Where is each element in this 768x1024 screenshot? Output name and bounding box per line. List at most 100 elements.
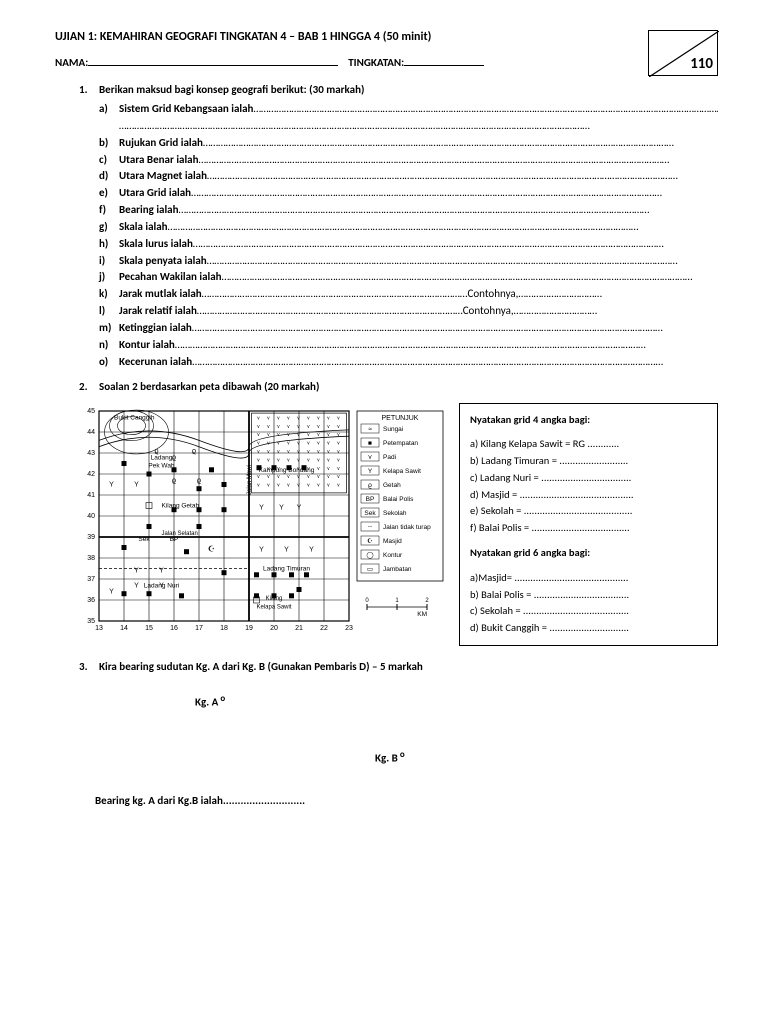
- item-letter: e): [99, 186, 119, 201]
- svg-text:Kontur: Kontur: [383, 552, 403, 559]
- svg-text:⋎: ⋎: [337, 474, 341, 480]
- svg-text:⋎: ⋎: [337, 440, 341, 446]
- grid6-item[interactable]: d) Bukit Canggih = .....................…: [470, 620, 707, 637]
- svg-text:Y: Y: [279, 504, 284, 511]
- answer-line[interactable]: ……………………………………………………………………………………………Conto…: [202, 287, 718, 302]
- svg-text:Y: Y: [134, 481, 139, 488]
- grid4-item[interactable]: a) Kilang Kelapa Sawit = RG ............: [470, 436, 707, 453]
- point-b: Kg. B o: [375, 749, 718, 765]
- item-letter: g): [99, 220, 119, 235]
- grid6-item[interactable]: b) Balai Polis = .......................…: [470, 587, 707, 604]
- svg-text:Ladang: Ladang: [151, 454, 173, 461]
- svg-text:≈: ≈: [368, 426, 372, 433]
- svg-text:⋎: ⋎: [297, 457, 301, 463]
- svg-text:Jalan Mawi: Jalan Mawi: [247, 464, 253, 494]
- item-text: Pecahan Wakilan ialah: [119, 270, 222, 285]
- item-text: Utara Grid ialah: [119, 186, 191, 201]
- svg-text:⋎: ⋎: [337, 432, 341, 438]
- svg-text:⋎: ⋎: [317, 432, 321, 438]
- answer-line[interactable]: ……………………………………………………………………………………………………………: [222, 270, 718, 285]
- answer-line[interactable]: ……………………………………………………………………………………………………………: [192, 355, 718, 370]
- answer-line[interactable]: ……………………………………………………………………………………………………………: [119, 119, 718, 134]
- q3-answer-line[interactable]: Bearing kg. A dari Kg.B ialah...........…: [95, 794, 718, 807]
- svg-text:ϱ: ϱ: [368, 482, 372, 489]
- q1-item: f)Bearing ialah …………………………………………………………………: [99, 203, 718, 218]
- svg-text:Kelapa Sawit: Kelapa Sawit: [383, 468, 421, 475]
- svg-text:⋎: ⋎: [327, 457, 331, 463]
- svg-text:⋎: ⋎: [307, 432, 311, 438]
- q1-item: i)Skala penyata ialah …………………………………………………: [99, 254, 718, 269]
- answer-line[interactable]: ……………………………………………………………………………………………………………: [207, 169, 718, 184]
- svg-text:⋎: ⋎: [257, 474, 261, 480]
- answer-line[interactable]: ……………………………………………………………………………………………………………: [175, 338, 718, 353]
- question-3: 3. Kira bearing sudutan Kg. A dari Kg. B…: [79, 660, 718, 673]
- svg-text:36: 36: [87, 597, 95, 604]
- grid6-item[interactable]: a)Masjid= ..............................…: [470, 570, 707, 587]
- grid4-item[interactable]: f) Balai Polis = .......................…: [470, 520, 707, 537]
- svg-text:23: 23: [345, 625, 353, 632]
- svg-text:⋎: ⋎: [307, 449, 311, 455]
- q2-answer-box: Nyatakan grid 4 angka bagi: a) Kilang Ke…: [459, 403, 718, 647]
- answer-line[interactable]: ……………………………………………………………………………………………………………: [191, 186, 718, 201]
- svg-text:Getah: Getah: [383, 482, 401, 489]
- grid4-item[interactable]: c) Ladang Nuri = .......................…: [470, 470, 707, 487]
- q1-item: h)Skala lurus ialah ………………………………………………………: [99, 237, 718, 252]
- answer-line[interactable]: ……………………………………………………………………………………………………………: [192, 321, 718, 336]
- svg-text:⋎: ⋎: [307, 423, 311, 429]
- answer-line[interactable]: ……………………………………………………………………………………………………………: [193, 237, 718, 252]
- svg-text:44: 44: [87, 429, 95, 436]
- svg-text:17: 17: [195, 625, 203, 632]
- q1-item: c)Utara Benar ialah ………………………………………………………: [99, 153, 718, 168]
- svg-text:37: 37: [87, 576, 95, 583]
- answer-line[interactable]: ……………………………………………………………………………………………………………: [203, 136, 718, 151]
- answer-line[interactable]: ……………………………………………………………………………………………………………: [179, 203, 718, 218]
- svg-text:⋎: ⋎: [257, 457, 261, 463]
- grid4-item[interactable]: d) Masjid = ............................…: [470, 487, 707, 504]
- svg-text:⋎: ⋎: [337, 457, 341, 463]
- answer-line[interactable]: ……………………………………………………………………………………………………………: [199, 153, 718, 168]
- svg-text:⋎: ⋎: [287, 474, 291, 480]
- item-text: Jarak mutlak ialah: [119, 287, 202, 302]
- svg-text:Sungai: Sungai: [383, 426, 403, 433]
- name-row: NAMA: TINGKATAN:: [55, 56, 628, 69]
- q1-item: n)Kontur ialah ……………………………………………………………………: [99, 338, 718, 353]
- tingkatan-label: TINGKATAN:: [348, 56, 404, 69]
- grid4-item[interactable]: e) Sekolah = ...........................…: [470, 503, 707, 520]
- grid4-header: Nyatakan grid 4 angka bagi:: [470, 412, 707, 429]
- svg-text:Ladang Nuri: Ladang Nuri: [144, 582, 179, 589]
- answer-line[interactable]: ……………………………………………………………………………………………………………: [168, 220, 718, 235]
- svg-text:Balai Polis: Balai Polis: [383, 496, 414, 503]
- q1-prompt: Berikan maksud bagi konsep geografi beri…: [99, 83, 364, 96]
- svg-text:⋎: ⋎: [317, 449, 321, 455]
- svg-text:⋎: ⋎: [257, 440, 261, 446]
- svg-text:2: 2: [425, 598, 429, 604]
- svg-text:13: 13: [95, 625, 103, 632]
- svg-text:⋎: ⋎: [327, 415, 331, 421]
- answer-line[interactable]: ……………………………………………………………………………………………………………: [207, 254, 718, 269]
- answer-line[interactable]: ……………………………………………………………………………………………Conto…: [197, 304, 718, 319]
- name-blank[interactable]: [88, 65, 338, 66]
- item-text: Utara Magnet ialah: [119, 169, 207, 184]
- q3-prompt: Kira bearing sudutan Kg. A dari Kg. B (G…: [99, 660, 423, 673]
- svg-text:Y: Y: [134, 567, 139, 574]
- item-text: Ketinggian ialah: [119, 321, 192, 336]
- grid6-item[interactable]: c) Sekolah = ...........................…: [470, 603, 707, 620]
- svg-text:Y: Y: [159, 567, 164, 574]
- svg-text:⋎: ⋎: [307, 457, 311, 463]
- grid4-item[interactable]: b) Ladang Timuran = ....................…: [470, 453, 707, 470]
- answer-line[interactable]: ……………………………………………………………………………………………………………: [253, 102, 718, 117]
- item-text: Skala penyata ialah: [119, 254, 207, 269]
- item-letter: k): [99, 287, 119, 302]
- svg-text:⋎: ⋎: [317, 423, 321, 429]
- svg-text:⋎: ⋎: [257, 449, 261, 455]
- svg-text:Y: Y: [259, 504, 264, 511]
- svg-text:⋎: ⋎: [307, 474, 311, 480]
- item-text: Skala ialah: [119, 220, 168, 235]
- svg-text:⋎: ⋎: [257, 482, 261, 488]
- svg-text:40: 40: [87, 513, 95, 520]
- svg-text:⋎: ⋎: [317, 457, 321, 463]
- item-letter: c): [99, 153, 119, 168]
- item-text: Bearing ialah: [119, 203, 179, 218]
- tingkatan-blank[interactable]: [404, 65, 484, 66]
- svg-text:⋎: ⋎: [317, 415, 321, 421]
